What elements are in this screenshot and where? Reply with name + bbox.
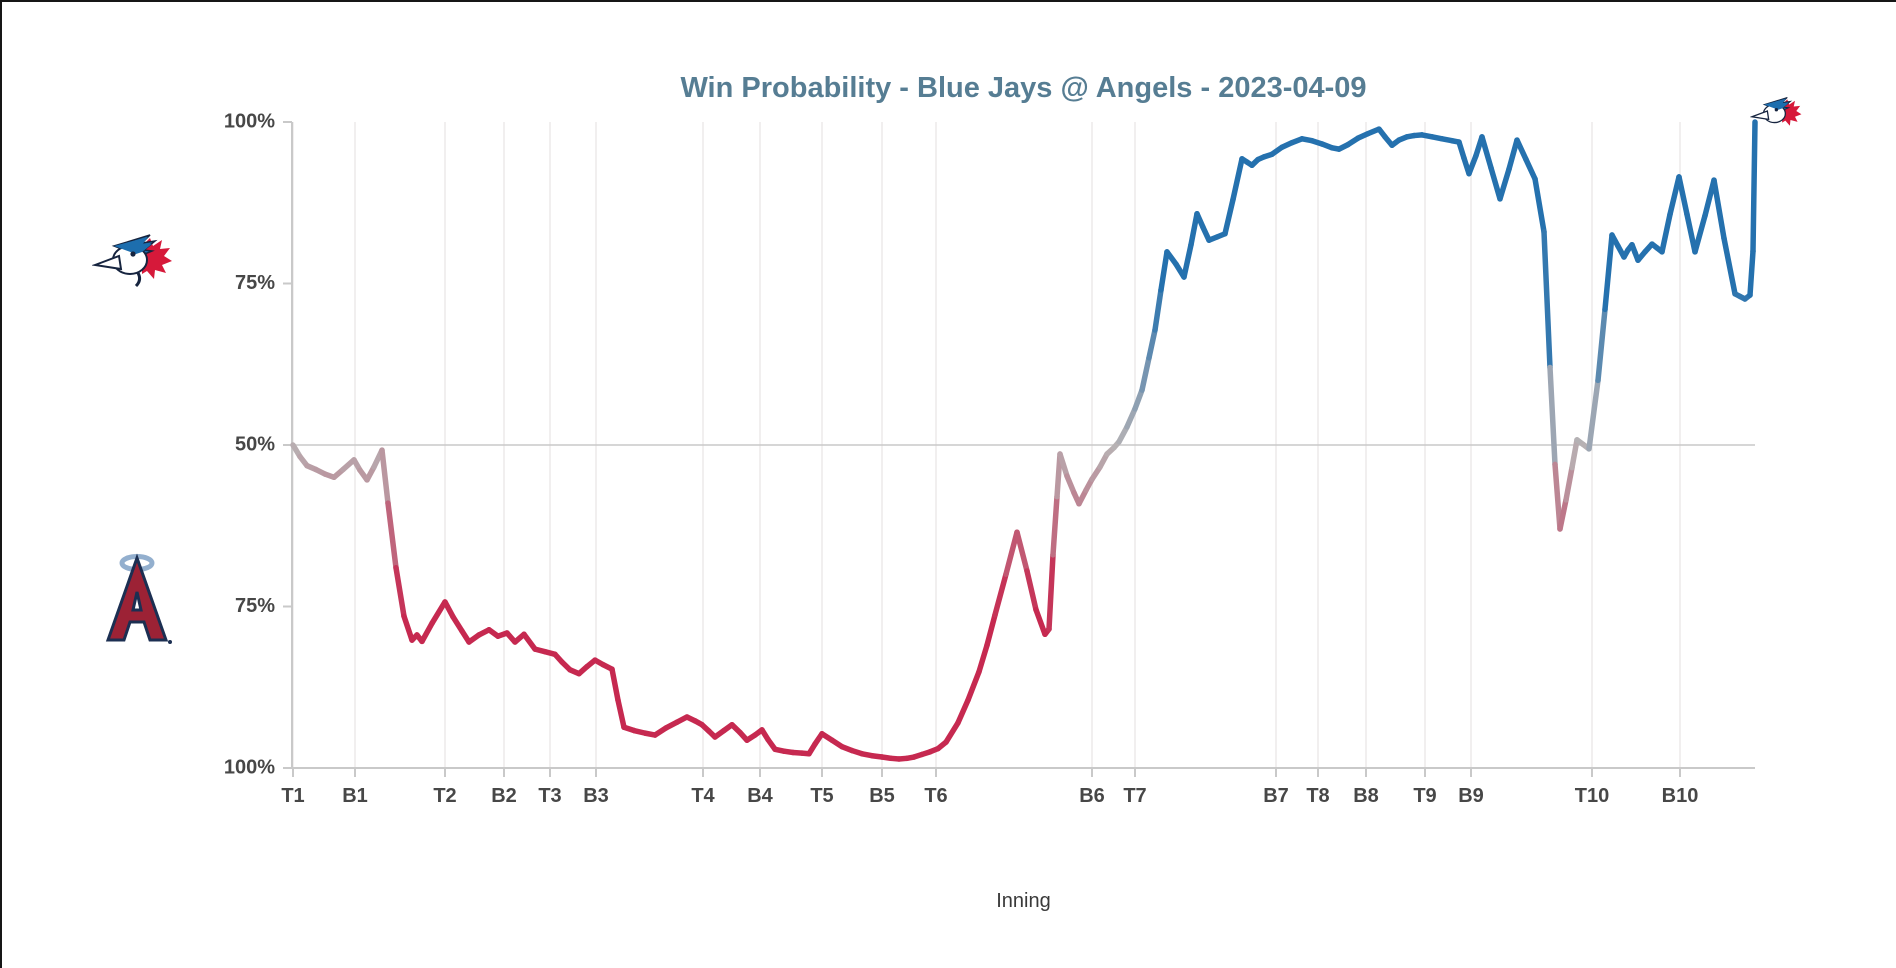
win-probability-line-segment [1488,165,1503,202]
win-probability-line-segment [615,697,627,731]
win-probability-line-segment [1497,166,1512,202]
win-probability-line-segment [450,614,465,634]
win-probability-line-segment [1057,451,1070,479]
win-probability-line-segment [1230,156,1245,203]
winner-blue-jays-logo-icon [1750,97,1802,126]
win-probability-line-segment [1456,139,1467,161]
x-tick-label: B7 [1263,785,1289,807]
win-probability-line-segment [1033,606,1048,638]
win-probability-line-segment [1676,174,1690,218]
win-probability-line-segment [1747,248,1756,298]
win-probability-line-segment [1667,174,1682,218]
win-probability-line-segment [419,620,435,645]
x-tick-label: B10 [1662,785,1699,807]
win-probability-line-segment [1132,387,1145,412]
x-tick-label: T1 [281,785,304,807]
win-probability-line-segment [1721,235,1738,297]
x-tick-label: B2 [491,785,517,807]
win-probability-line-segment [1532,176,1547,235]
x-tick-label: B6 [1079,785,1105,807]
win-probability-line-segment [1595,306,1608,384]
win-probability-line-segment [379,447,391,506]
win-probability-line-segment [955,697,971,726]
win-probability-line-segment [1146,327,1158,361]
win-probability-line-segment [1024,568,1039,613]
win-probability-line-segment [1541,229,1553,371]
x-tick-label: T4 [691,785,715,807]
win-probability-line-segment [1750,119,1758,254]
win-probability-line-segment [429,599,448,627]
win-probability-line-segment [1563,464,1575,503]
angels-logo-icon [105,553,172,644]
win-probability-line-segment [1557,497,1569,532]
win-probability-line-segment [1547,364,1558,468]
x-tick-label: T3 [538,785,561,807]
win-probability-line-segment [1139,355,1152,393]
x-tick-label: T2 [433,785,456,807]
y-tick-label: 100% [224,110,275,132]
win-probability-line-segment [1602,232,1615,313]
x-tick-label: T5 [810,785,833,807]
win-probability-line-segment [393,564,407,619]
win-probability-line-segment [521,631,538,652]
win-probability-line-segment [1684,211,1698,255]
win-probability-line-segment [1466,152,1479,177]
win-probability-line-segment [1124,406,1138,430]
chart-title: Win Probability - Blue Jays @ Angels - 2… [680,72,1367,104]
x-tick-label: B5 [869,785,895,807]
y-tick-label: 75% [235,272,275,294]
win-probability-line-segment [401,613,415,643]
x-tick-label: B1 [342,785,368,807]
win-probability-line-segment [1046,552,1056,632]
win-probability-line-segment [984,612,998,649]
win-probability-line-segment [1569,437,1580,471]
x-tick-label: B9 [1458,785,1484,807]
win-probability-line-segment [1479,134,1494,171]
blue-jays-logo-icon [92,234,172,288]
y-tick-label: 50% [235,433,275,455]
win-probability-line-segment [1692,212,1708,255]
win-probability-line-segment [1552,461,1563,532]
y-tick-label: 75% [235,595,275,617]
win-probability-line-segment [992,571,1009,618]
x-tick-label: T10 [1575,785,1609,807]
x-tick-label: T7 [1123,785,1146,807]
x-tick-label: B8 [1353,785,1379,807]
win-probability-line-segment [1014,529,1030,574]
win-probability-line-segment [1181,241,1194,280]
win-probability-line-segment [965,668,982,703]
win-probability-line-segment [1158,249,1170,293]
win-probability-line-segment [1188,210,1200,248]
win-probability-line-segment [1586,377,1601,452]
win-probability-line-segment [442,599,456,620]
x-tick-label: T6 [924,785,947,807]
win-probability-line-segment [1222,196,1236,237]
win-probability-line-segment [1003,529,1020,577]
win-probability-line-segment [609,666,621,703]
win-probability-line-segment [1514,137,1529,163]
win-probability-line-segment [976,642,990,675]
x-tick-label: T8 [1306,785,1329,807]
win-probability-line-segment [1050,493,1060,558]
win-probability-line-segment [1064,473,1077,496]
win-probability-line-segment [943,720,961,745]
win-probability-line-segment [1523,156,1538,182]
win-probability-line-segment [1711,177,1727,242]
win-probability-line-segment [1659,211,1673,255]
win-probability-line-segment [1116,424,1130,445]
y-tick-label: 100% [224,756,275,778]
win-probability-line-segment [1506,137,1520,172]
win-probability-line-segment [385,500,399,571]
x-tick-label: B4 [747,785,773,807]
x-tick-label: T9 [1413,785,1436,807]
x-axis-title: Inning [996,890,1051,912]
win-probability-line-segment [1152,287,1164,333]
x-tick-label: B3 [583,785,609,807]
